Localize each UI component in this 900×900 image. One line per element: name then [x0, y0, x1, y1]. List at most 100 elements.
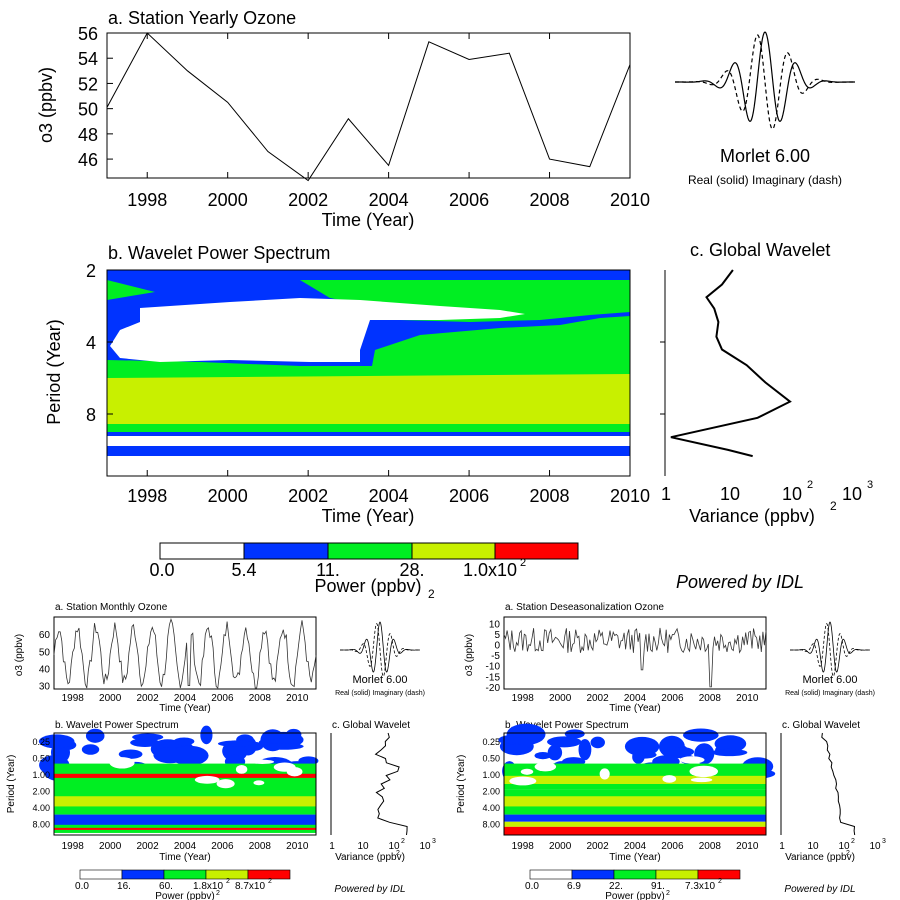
panel-b-title: b. Wavelet Power Spectrum	[505, 720, 629, 731]
panel-c-title: c. Global Wavelet	[690, 240, 830, 260]
y-tick: 50	[39, 647, 51, 658]
x-tick: 10	[782, 484, 802, 504]
y-tick: 0	[494, 641, 500, 652]
colorbar-swatch	[697, 869, 741, 880]
x-tick: 10	[842, 484, 862, 504]
x-tick: 1998	[62, 693, 85, 704]
panel-a-frame	[53, 616, 317, 690]
wavelet-power-contours	[107, 270, 630, 476]
colorbar-tick: 16.	[117, 881, 131, 892]
panel-a-title: a. Station Deseasonalization Ozone	[505, 602, 664, 613]
x-tick: 10	[388, 841, 400, 852]
x-tick: 10	[357, 841, 369, 852]
contour-level-2-band	[107, 316, 630, 368]
colorbar-label-exp: 2	[216, 890, 220, 897]
x-tick: 2006	[661, 693, 684, 704]
x-tick: 2010	[736, 841, 759, 852]
x-tick: 2010	[610, 190, 650, 210]
contour-blob	[81, 744, 100, 755]
colorbar-tick: 91.	[651, 881, 665, 892]
x-tick: 1998	[127, 486, 167, 506]
x-tick: 2006	[449, 190, 489, 210]
global-wavelet-curve	[821, 732, 856, 836]
panel-a-ylabel: o3 (ppbv)	[14, 634, 25, 676]
x-tick: 2002	[586, 841, 609, 852]
panel-b-title: b. Wavelet Power Spectrum	[108, 243, 330, 263]
morlet-imaginary-wave	[340, 623, 420, 677]
colorbar-tick: 0.0	[149, 560, 174, 580]
contour-blob	[534, 752, 552, 760]
contour-hole	[689, 765, 719, 778]
contour-blob	[711, 748, 748, 757]
y-tick: 4.00	[482, 803, 500, 813]
x-tick-exp: 2	[851, 838, 855, 845]
x-tick: 2000	[208, 190, 248, 210]
colorbar-tick: 60.	[159, 881, 173, 892]
contour-hole	[509, 776, 537, 786]
main-panel-a: a. Station Yearly Ozone 1998 2000 2002 2004…	[36, 8, 650, 230]
panel-b-frame	[106, 269, 631, 477]
contour-hole	[599, 768, 610, 780]
contour-band	[504, 796, 766, 807]
x-tick: 2008	[699, 841, 722, 852]
x-tick: 10	[807, 841, 819, 852]
morlet-label: Morlet 6.00	[720, 146, 810, 166]
colorbar-swatch	[529, 869, 573, 880]
x-tick: 2000	[549, 841, 572, 852]
x-tick: 1	[661, 484, 671, 504]
colorbar-tick: 1.8x10	[193, 881, 223, 892]
panel-c-title: c. Global Wavelet	[332, 720, 410, 731]
contour-level-2-patch-a	[107, 280, 155, 300]
x-tick: 2004	[369, 190, 409, 210]
contour-blob	[200, 725, 213, 745]
x-tick: 2008	[530, 486, 570, 506]
main-morlet: Morlet 6.00 Real (solid) Imaginary (dash…	[675, 31, 855, 187]
x-tick: 2008	[699, 693, 722, 704]
contour-hole	[253, 780, 265, 786]
y-tick: -5	[491, 651, 500, 662]
y-tick: 8	[86, 405, 96, 425]
x-tick: 2010	[286, 841, 309, 852]
x-tick: 2010	[610, 486, 650, 506]
morlet-label: Morlet 6.00	[352, 674, 407, 686]
contour-blob	[285, 728, 302, 740]
x-tick: 2006	[211, 693, 234, 704]
x-tick-exp: 3	[882, 838, 886, 845]
main-colorbar: 0.0 5.4 11. 28. 1.0x10 2 Power (ppbv) 2	[149, 542, 579, 601]
y-tick: 2	[86, 261, 96, 281]
x-tick-exp: 3	[867, 479, 873, 491]
sub-figure-monthly: a. Station Monthly Ozone 1998 2000 2002 2004…	[6, 602, 436, 900]
powered-by: Powered by IDL	[676, 572, 804, 592]
ozone-series	[53, 617, 317, 689]
panel-b-ylabel: Period (Year)	[456, 755, 467, 814]
contour-hole	[534, 762, 557, 772]
contour-band	[54, 814, 316, 827]
colorbar-swatch	[327, 542, 413, 560]
contour-hole	[194, 775, 220, 784]
contour-hole	[690, 777, 713, 783]
contour-blob	[38, 734, 75, 749]
x-tick: 1998	[512, 841, 535, 852]
colorbar-swatch	[79, 869, 123, 880]
contour-blob	[669, 747, 695, 757]
contour-blob	[547, 736, 582, 748]
y-tick: 0.50	[32, 754, 50, 764]
y-tick: 60	[39, 630, 51, 641]
contour-blob	[173, 737, 195, 746]
panel-b-frame	[53, 732, 317, 836]
x-tick: 2000	[208, 486, 248, 506]
morlet-real-wave	[340, 621, 420, 673]
panel-a-y-ticks: 46 48 50 52 54 56	[78, 24, 113, 170]
panel-c-xlabel-exp: 2	[396, 850, 400, 857]
contour-hole	[679, 756, 705, 764]
colorbar-tick: 0.0	[525, 881, 539, 892]
contour-level-1-strip	[107, 432, 630, 436]
colorbar-tick: 6.9	[567, 881, 581, 892]
contour-blob	[714, 735, 747, 753]
global-wavelet-curve	[374, 732, 408, 836]
colorbar-tick: 1.0x10	[463, 560, 517, 580]
x-tick: 2008	[530, 190, 570, 210]
panel-c-xlabel: Variance (ppbv)	[335, 852, 405, 863]
main-panel-c: c. Global Wavelet 1 10 10 10 2 3 Varianc…	[660, 240, 873, 526]
